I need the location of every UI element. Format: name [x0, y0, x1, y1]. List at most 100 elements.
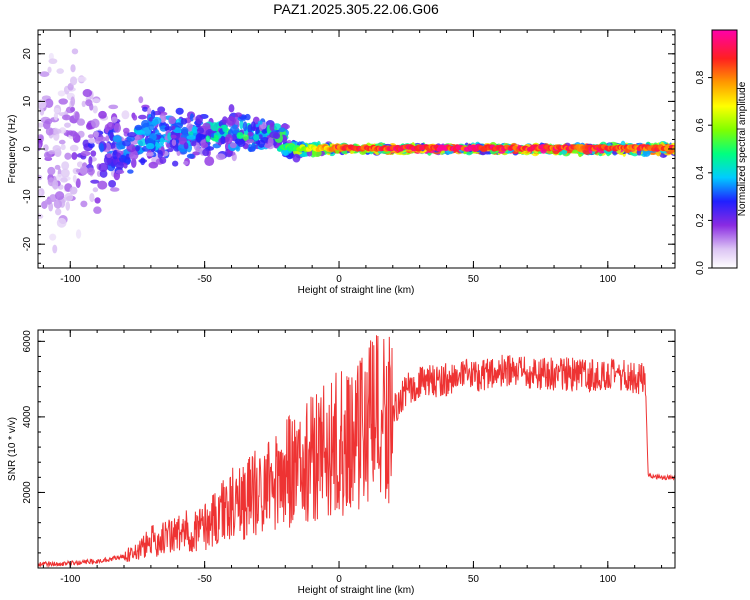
heatmap-cell — [53, 112, 59, 121]
heatmap-cell — [258, 134, 263, 139]
heatmap-cell — [99, 142, 105, 153]
heatmap-cell — [61, 114, 71, 121]
heatmap-cell — [54, 164, 61, 170]
heatmap-cell — [106, 121, 115, 130]
heatmap-x-tick-label: -100 — [60, 274, 80, 285]
heatmap-cell — [61, 161, 70, 171]
heatmap-cell — [213, 134, 219, 142]
heatmap-cell — [88, 155, 93, 166]
heatmap-cell — [75, 168, 81, 173]
heatmap-cell — [76, 161, 84, 168]
heatmap-cell — [86, 122, 93, 130]
heatmap-cell — [236, 131, 244, 140]
heatmap-cell — [47, 66, 52, 73]
heatmap-cell — [39, 108, 45, 116]
snr-series-line — [38, 335, 675, 568]
colorbar-tick-label: 0.4 — [695, 165, 706, 179]
heatmap-cell — [90, 150, 97, 157]
heatmap-cell — [71, 152, 78, 160]
heatmap-x-tick-label: 0 — [336, 274, 342, 285]
heatmap-cell — [69, 144, 79, 152]
heatmap-cell — [147, 107, 152, 115]
colorbar-gradient — [711, 29, 738, 269]
heatmap-cell — [226, 116, 236, 126]
heatmap-y-tick-label: -10 — [22, 189, 33, 204]
heatmap-y-tick-label: 20 — [22, 48, 33, 60]
heatmap-cell — [57, 90, 66, 97]
heatmap-cell — [121, 110, 130, 120]
heatmap-cell — [97, 180, 108, 190]
heatmap-cell — [98, 110, 107, 119]
heatmap-cell — [135, 145, 140, 152]
heatmap-cell — [49, 233, 57, 241]
heatmap-cell — [247, 131, 254, 137]
heatmap-cell — [87, 167, 95, 176]
colorbar-tick-label: 0.6 — [695, 118, 706, 132]
snr-x-tick-label: 0 — [336, 574, 342, 585]
heatmap-cell — [80, 150, 91, 157]
heatmap-cell — [234, 112, 242, 118]
heatmap-cell — [191, 140, 197, 147]
colorbar-tick-label: 0.8 — [695, 70, 706, 84]
heatmap-xlabel: Height of straight line (km) — [298, 285, 415, 296]
heatmap-cell — [54, 208, 62, 216]
snr-y-tick-label: 6000 — [22, 330, 33, 353]
heatmap-cell — [109, 187, 120, 192]
heatmap-cell — [38, 122, 45, 128]
heatmap-cell — [157, 149, 163, 159]
heatmap-cell — [145, 142, 155, 150]
heatmap-cell — [60, 177, 68, 183]
heatmap-cell — [112, 135, 122, 143]
heatmap-cell — [121, 140, 131, 147]
heatmap-cell — [269, 122, 275, 131]
heatmap-cell — [64, 192, 74, 202]
heatmap-cell — [148, 124, 155, 131]
heatmap-cell — [140, 157, 146, 166]
heatmap-cell — [246, 138, 255, 144]
heatmap-cell — [210, 122, 220, 132]
heatmap-cell — [239, 119, 244, 130]
heatmap-cell — [38, 143, 42, 151]
heatmap-cell — [89, 102, 94, 111]
colorbar-ticks: 0.0 0.2 0.4 0.6 0.8 — [695, 70, 712, 275]
heatmap-cell — [242, 121, 248, 132]
heatmap-cell — [159, 156, 167, 164]
heatmap-cell — [168, 116, 176, 125]
heatmap-cell — [47, 166, 56, 176]
heatmap-cell — [205, 135, 211, 143]
heatmap-cell — [98, 136, 107, 142]
heatmap-cell — [142, 106, 149, 112]
heatmap-cell — [43, 120, 51, 130]
heatmap-x-tick-label: 50 — [468, 274, 480, 285]
heatmap-cell — [128, 150, 139, 161]
heatmap-cell — [108, 104, 119, 110]
heatmap-cell — [151, 116, 162, 125]
heatmap-cell — [123, 162, 128, 169]
heatmap-cell — [228, 104, 235, 113]
heatmap-x-tick-label: 100 — [599, 274, 616, 285]
heatmap-cell — [224, 133, 233, 144]
heatmap-cell — [166, 148, 174, 153]
heatmap-cell — [130, 158, 137, 169]
heatmap-cell — [74, 111, 80, 121]
heatmap-cell — [189, 113, 195, 122]
heatmap-cell — [53, 199, 63, 209]
heatmap-cell — [142, 127, 152, 137]
heatmap-cell — [56, 68, 64, 74]
heatmap-cell — [145, 152, 154, 157]
heatmap-cell — [159, 137, 165, 145]
snr-axes: -100 -50 0 50 100 2000 4000 6000 — [22, 330, 675, 585]
heatmap-cell — [292, 153, 301, 163]
heatmap-x-tick-label: -50 — [197, 274, 212, 285]
heatmap-cell — [171, 125, 176, 130]
heatmap-cell — [43, 144, 49, 152]
heatmap-cell — [195, 114, 203, 125]
heatmap-cell — [94, 197, 101, 204]
heatmap-cell — [38, 213, 44, 220]
heatmap-cell — [48, 52, 54, 60]
heatmap-cell — [126, 144, 137, 153]
heatmap-cell — [38, 190, 42, 196]
heatmap-cell — [70, 96, 76, 107]
